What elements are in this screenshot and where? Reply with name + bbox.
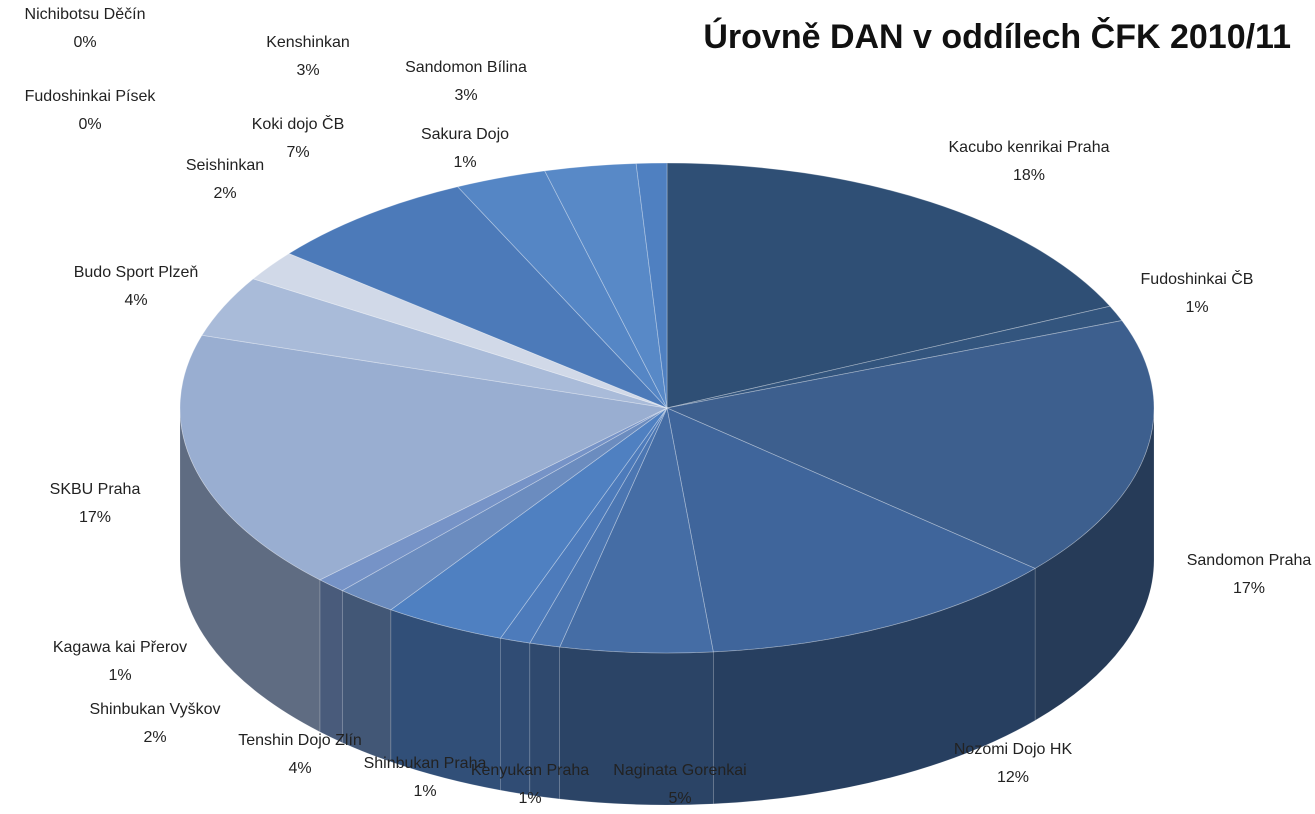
pie-slice — [389, 407, 668, 639]
slice-label-value: 3% — [296, 62, 319, 79]
slice-label-value: 2% — [213, 185, 236, 202]
slice-label-name: Tenshin Dojo Zlín — [238, 732, 362, 749]
pie-slice-side — [319, 579, 343, 744]
pie-slice — [666, 407, 1036, 653]
slice-label-value: 7% — [286, 144, 309, 161]
pie-slice — [179, 334, 669, 581]
pie-slice — [529, 407, 668, 648]
slice-label-name: Fudoshinkai ČB — [1141, 269, 1254, 288]
slice-label-name: Kenshinkan — [266, 34, 350, 51]
pie-slice — [341, 407, 668, 611]
slice-label-name: Nozomi Dojo HK — [954, 741, 1073, 758]
slice-label-value: 5% — [668, 790, 691, 807]
slice-label-name: Fudoshinkai Písek — [25, 88, 157, 105]
slice-label-value: 17% — [79, 509, 111, 526]
pie-slice — [666, 305, 1123, 409]
slice-label-name: Shinbukan Praha — [364, 755, 487, 772]
slice-label-value: 1% — [453, 154, 476, 171]
slice-label-value: 0% — [73, 34, 96, 51]
slice-label-value: 18% — [1013, 167, 1045, 184]
slice-label-name: Kenyukan Praha — [471, 762, 589, 779]
slice-label-name: Shinbukan Vyškov — [89, 701, 220, 718]
pie-slice — [666, 162, 1111, 409]
slice-label-value: 4% — [288, 760, 311, 777]
slice-label-value: 4% — [124, 292, 147, 309]
slice-label-name: Koki dojo ČB — [252, 114, 345, 133]
slice-label-name: Seishinkan — [186, 157, 264, 174]
slice-label-name: Naginata Gorenkai — [613, 762, 746, 779]
slice-label-name: Kagawa kai Přerov — [53, 639, 187, 656]
slice-label-value: 1% — [1185, 299, 1208, 316]
slice-label-name: Kacubo kenrikai Praha — [949, 139, 1110, 156]
slice-label-name: SKBU Praha — [50, 481, 141, 498]
pie-slice — [499, 407, 668, 644]
slice-label-value: 12% — [997, 769, 1029, 786]
slice-label-value: 17% — [1233, 580, 1265, 597]
slice-label-value: 1% — [413, 783, 436, 800]
slice-label-name: Sandomon Bílina — [405, 59, 527, 76]
chart-title: Úrovně DAN v oddílech ČFK 2010/11 — [703, 18, 1291, 56]
slice-label-value: 2% — [143, 729, 166, 746]
pie-slice — [456, 170, 668, 409]
pie-slice-side — [559, 646, 714, 806]
slice-label-value: 1% — [518, 790, 541, 807]
slice-label-name: Sandomon Praha — [1187, 552, 1312, 569]
pie-slice — [559, 406, 714, 654]
pie-slice — [665, 320, 1155, 569]
pie-slice — [544, 163, 668, 409]
slice-label-value: 3% — [454, 87, 477, 104]
slice-label-value: 1% — [108, 667, 131, 684]
pie-slice — [252, 253, 668, 409]
pie-slice — [288, 186, 668, 409]
pie-slice — [201, 278, 668, 409]
pie-slice — [319, 407, 668, 592]
slice-label-name: Nichibotsu Děčín — [25, 6, 146, 23]
slice-label-value: 0% — [78, 116, 101, 133]
slice-label-name: Budo Sport Plzeň — [74, 264, 199, 281]
slice-label-name: Sakura Dojo — [421, 126, 509, 143]
pie-slice-side — [712, 567, 1036, 805]
pie-slice — [635, 162, 668, 409]
